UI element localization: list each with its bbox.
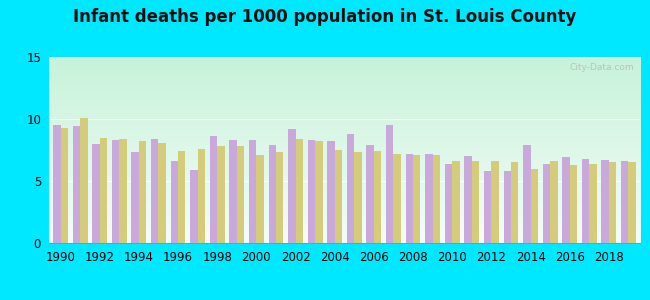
Bar bbox=[413, 155, 421, 243]
Bar bbox=[472, 161, 479, 243]
Bar bbox=[60, 128, 68, 243]
Bar bbox=[159, 142, 166, 243]
Bar bbox=[276, 152, 283, 243]
Bar bbox=[256, 155, 264, 243]
Bar bbox=[621, 161, 629, 243]
Bar bbox=[249, 140, 256, 243]
Bar bbox=[139, 141, 146, 243]
Bar bbox=[190, 170, 198, 243]
Bar bbox=[119, 139, 127, 243]
Bar bbox=[268, 145, 276, 243]
Bar bbox=[543, 164, 550, 243]
Bar bbox=[198, 149, 205, 243]
Bar bbox=[609, 162, 616, 243]
Bar bbox=[530, 169, 538, 243]
Bar bbox=[237, 146, 244, 243]
Bar bbox=[229, 140, 237, 243]
Bar bbox=[367, 145, 374, 243]
Bar bbox=[629, 162, 636, 243]
Bar bbox=[170, 161, 178, 243]
Bar bbox=[590, 164, 597, 243]
Bar bbox=[131, 152, 139, 243]
Bar bbox=[582, 159, 590, 243]
Bar bbox=[425, 154, 433, 243]
Text: City-Data.com: City-Data.com bbox=[569, 63, 634, 72]
Bar bbox=[464, 156, 472, 243]
Bar bbox=[354, 152, 362, 243]
Bar bbox=[73, 126, 80, 243]
Bar bbox=[523, 145, 530, 243]
Bar bbox=[327, 141, 335, 243]
Bar bbox=[406, 154, 413, 243]
Bar bbox=[601, 160, 609, 243]
Bar bbox=[288, 129, 296, 243]
Bar bbox=[511, 162, 519, 243]
Bar bbox=[562, 158, 570, 243]
Bar bbox=[178, 151, 185, 243]
Bar bbox=[386, 125, 393, 243]
Bar bbox=[491, 161, 499, 243]
Bar bbox=[393, 154, 401, 243]
Bar bbox=[112, 140, 119, 243]
Bar bbox=[151, 139, 159, 243]
Bar bbox=[445, 164, 452, 243]
Bar bbox=[217, 146, 225, 243]
Bar bbox=[433, 155, 440, 243]
Bar bbox=[210, 136, 217, 243]
Bar bbox=[452, 161, 460, 243]
Bar bbox=[347, 134, 354, 243]
Bar bbox=[307, 140, 315, 243]
Bar bbox=[484, 171, 491, 243]
Bar bbox=[315, 141, 322, 243]
Bar bbox=[296, 139, 303, 243]
Bar bbox=[80, 118, 88, 243]
Bar bbox=[335, 150, 342, 243]
Bar bbox=[99, 138, 107, 243]
Bar bbox=[504, 171, 511, 243]
Bar bbox=[92, 144, 99, 243]
Bar bbox=[374, 151, 382, 243]
Text: Infant deaths per 1000 population in St. Louis County: Infant deaths per 1000 population in St.… bbox=[73, 8, 577, 26]
Bar bbox=[570, 165, 577, 243]
Bar bbox=[550, 161, 558, 243]
Bar bbox=[53, 125, 60, 243]
